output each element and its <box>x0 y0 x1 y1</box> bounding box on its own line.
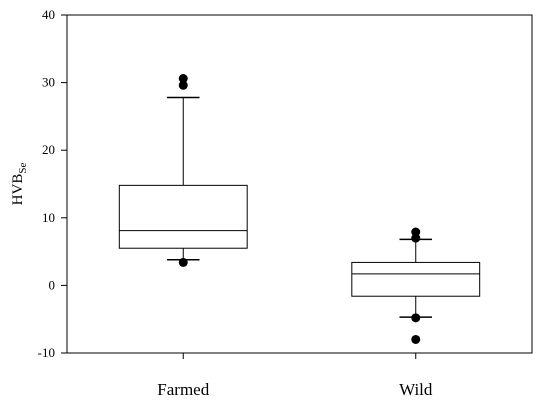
y-tick-label: -10 <box>38 345 55 360</box>
y-tick-label: 0 <box>49 277 56 292</box>
box-iqr <box>118 184 248 249</box>
outlier-point <box>411 334 421 344</box>
y-axis-title-subscript: Se <box>17 163 29 174</box>
outlier-point <box>178 74 188 84</box>
outlier-point <box>178 80 188 90</box>
box-iqr <box>351 261 481 297</box>
outlier-point <box>411 313 421 323</box>
box-group <box>351 227 481 344</box>
x-category-label: Farmed <box>157 380 209 399</box>
y-axis-title: HVBSe <box>10 163 29 206</box>
y-axis: -10 0 10 20 30 40 <box>38 7 67 360</box>
boxes <box>118 74 481 344</box>
plot-frame <box>66 14 533 354</box>
x-axis: Farmed Wild <box>157 353 433 399</box>
y-tick-label: 20 <box>42 142 55 157</box>
y-tick-label: 10 <box>42 210 55 225</box>
y-tick-label: 30 <box>42 75 55 90</box>
outlier-point <box>411 227 421 237</box>
y-axis-title-main: HVB <box>10 174 26 206</box>
outlier-point <box>178 257 188 267</box>
box-group <box>118 74 248 267</box>
y-tick-label: 40 <box>42 7 55 22</box>
x-category-label: Wild <box>399 380 433 399</box>
